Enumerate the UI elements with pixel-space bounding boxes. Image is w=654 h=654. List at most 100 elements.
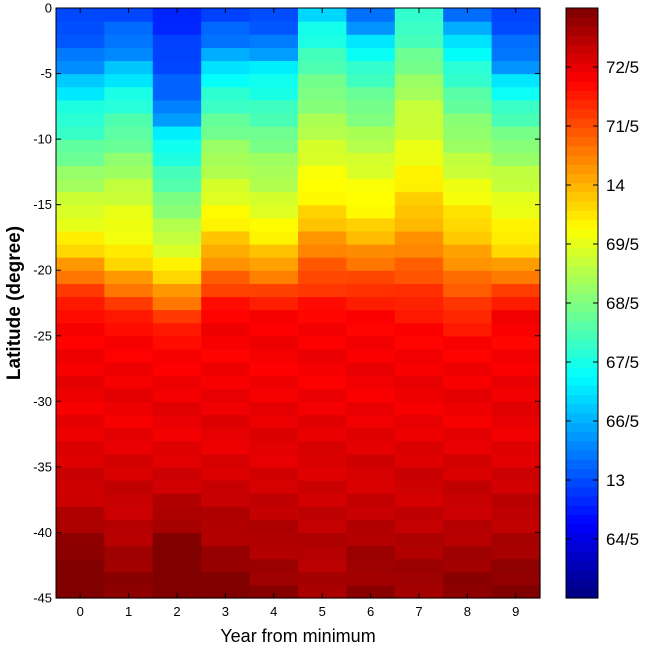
x-tick-label: 4 (270, 604, 277, 619)
colorbar-tick-label: 71/5 (606, 117, 639, 136)
colorbar-tick-label: 14 (606, 176, 625, 195)
heatmap-cell (491, 257, 541, 271)
heatmap-cell (104, 139, 154, 153)
heatmap-cell (491, 86, 541, 101)
heatmap-cell (491, 493, 541, 507)
heatmap-cell (152, 571, 202, 586)
heatmap-cell (152, 244, 202, 258)
heatmap-cell (298, 375, 347, 389)
colorbar-segment (566, 238, 598, 249)
heatmap-cell (491, 440, 541, 455)
heatmap-cell (249, 519, 299, 534)
heatmap-cell (56, 270, 105, 284)
heatmap-cell (346, 60, 396, 75)
heatmap-cell (249, 34, 299, 48)
heatmap-cell (491, 362, 541, 376)
heatmap-cell (104, 519, 154, 534)
heatmap-cell (346, 480, 396, 494)
heatmap-cell (394, 47, 444, 62)
heatmap-cell (104, 453, 154, 468)
heatmap-cell (152, 506, 202, 520)
heatmap-cell (104, 152, 154, 166)
heatmap-cell (443, 322, 493, 337)
heatmap-cell (394, 545, 444, 560)
heatmap-cell (443, 480, 493, 494)
heatmap-cell (443, 362, 493, 376)
heatmap-cell (346, 244, 396, 258)
heatmap-cell (491, 466, 541, 481)
heatmap-cell (443, 519, 493, 534)
heatmap-cell (491, 244, 541, 258)
heatmap-cell (249, 112, 299, 127)
heatmap-cell (491, 506, 541, 520)
heatmap-cell (491, 8, 541, 22)
colorbar-segment (566, 321, 598, 332)
heatmap-cell (394, 270, 444, 284)
heatmap-cell (346, 270, 396, 284)
colorbar-segment (566, 173, 598, 184)
y-axis-label: Latitude (degree) (4, 226, 25, 380)
heatmap-cell (346, 86, 396, 101)
heatmap-cell (56, 388, 105, 402)
heatmap-cell (201, 335, 251, 350)
heatmap-cell (104, 309, 154, 324)
colorbar-segment (566, 505, 598, 516)
heatmap-cell (201, 60, 251, 75)
heatmap-cell (443, 283, 493, 298)
colorbar-segment (566, 487, 598, 498)
heatmap-cell (443, 571, 493, 586)
heatmap-cell (443, 427, 493, 442)
heatmap-cell (249, 335, 299, 350)
heatmap-cell (104, 21, 154, 35)
heatmap-cell (491, 296, 541, 311)
heatmap-cell (298, 126, 347, 140)
colorbar-segment (566, 404, 598, 415)
colorbar-tick-label: 67/5 (606, 353, 639, 372)
heatmap-cell (56, 545, 105, 560)
heatmap-cell (443, 152, 493, 166)
colorbar-segment (566, 533, 598, 544)
heatmap-cell (298, 178, 347, 193)
heatmap-cell (152, 558, 202, 573)
heatmap-cell (394, 480, 444, 494)
heatmap-cell (346, 73, 396, 88)
heatmap-cell (346, 283, 396, 298)
heatmap-cell (249, 283, 299, 298)
heatmap-cell (298, 152, 347, 166)
y-tick-label: -10 (33, 132, 52, 147)
colorbar-segment (566, 229, 598, 240)
heatmap-cell (443, 230, 493, 245)
heatmap-cell (346, 388, 396, 402)
colorbar-segment (566, 100, 598, 111)
heatmap-cell (152, 217, 202, 232)
heatmap-cell (152, 466, 202, 481)
heatmap-cell (394, 375, 444, 389)
heatmap-cell (249, 493, 299, 507)
heatmap-cell (201, 112, 251, 127)
heatmap-cell (394, 178, 444, 193)
heatmap-cell (201, 493, 251, 507)
heatmap-cell (394, 165, 444, 180)
heatmap-cell (152, 21, 202, 35)
colorbar-segment (566, 90, 598, 101)
colorbar-segment (566, 8, 598, 18)
heatmap-cell (249, 375, 299, 389)
heatmap-cell (443, 466, 493, 481)
heatmap-cell (56, 244, 105, 258)
y-tick-label: -30 (33, 394, 52, 409)
heatmap-cell (443, 178, 493, 193)
heatmap-cell (152, 230, 202, 245)
heatmap-cell (491, 453, 541, 468)
heatmap-cell (56, 532, 105, 547)
heatmap-cell (491, 178, 541, 193)
heatmap-cell (104, 571, 154, 586)
heatmap-cell (104, 506, 154, 520)
heatmap-cell (491, 532, 541, 547)
heatmap-cell (56, 60, 105, 75)
heatmap-cell (491, 309, 541, 324)
colorbar-segment (566, 413, 598, 424)
heatmap-cell (152, 60, 202, 75)
heatmap-cell (249, 506, 299, 520)
heatmap-cell (298, 480, 347, 494)
heatmap-cell (298, 401, 347, 416)
